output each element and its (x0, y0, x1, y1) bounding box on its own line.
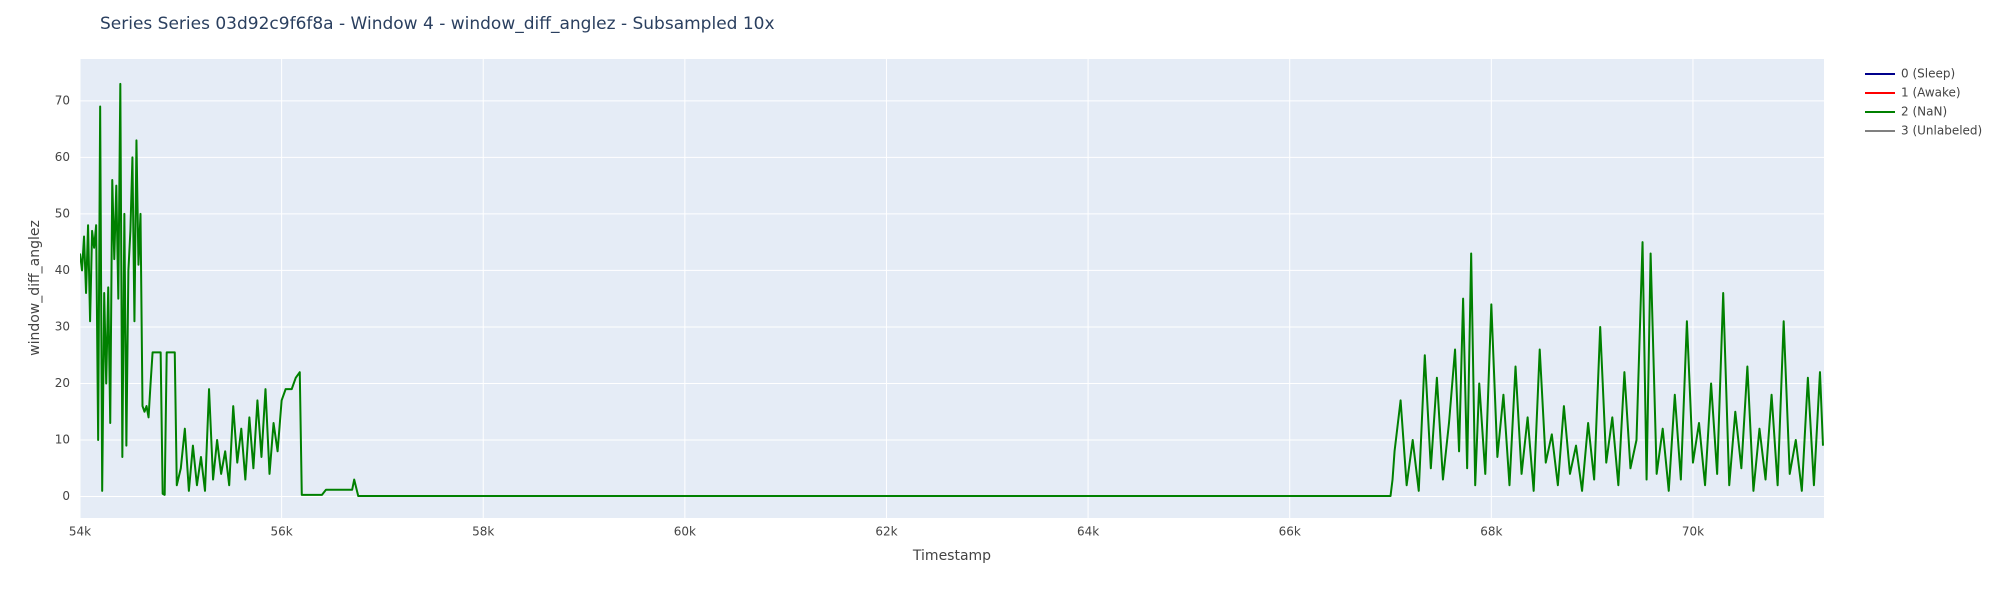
x-tick-label: 62k (875, 525, 897, 539)
x-tick-label: 56k (271, 525, 293, 539)
x-tick-label: 70k (1682, 525, 1704, 539)
chart-title: Series Series 03d92c9f6f8a - Window 4 - … (100, 14, 775, 34)
y-tick-label: 70 (55, 93, 70, 107)
plot-background (80, 59, 1824, 518)
labels: 54k 56k 58k 60k 62k 64k 66k 68k 70k 0 10 20 30 40 50 60… (55, 93, 1704, 538)
legend-label: 2 (NaN) (1901, 105, 1947, 119)
x-tick-label: 64k (1077, 525, 1099, 539)
x-tick-label: 60k (674, 525, 696, 539)
grid (79, 59, 1824, 518)
legend-label: 0 (Sleep) (1901, 67, 1955, 81)
x-tick-label: 66k (1279, 525, 1301, 539)
x-tick-label: 68k (1480, 525, 1502, 539)
y-tick-label: 40 (55, 263, 70, 277)
y-tick-label: 60 (55, 150, 70, 164)
y-tick-label: 10 (55, 432, 70, 446)
y-tick-label: 0 (62, 489, 70, 503)
x-axis-title: Timestamp (912, 548, 991, 564)
x-tick-label: 54k (69, 525, 91, 539)
y-tick-label: 50 (55, 206, 70, 220)
y-tick-label: 20 (55, 376, 70, 390)
series-line (80, 82, 1824, 497)
legend-label: 1 (Awake) (1901, 86, 1961, 100)
y-axis-title: window_diff_anglez (27, 220, 43, 356)
legend: 0 (Sleep) 1 (Awake) 2 (NaN) 3 (Unlabeled) (1865, 67, 1982, 138)
x-tick-label: 58k (472, 525, 494, 539)
legend-label: 3 (Unlabeled) (1901, 124, 1982, 138)
y-tick-label: 30 (55, 319, 70, 333)
plot-lines (80, 82, 1824, 497)
